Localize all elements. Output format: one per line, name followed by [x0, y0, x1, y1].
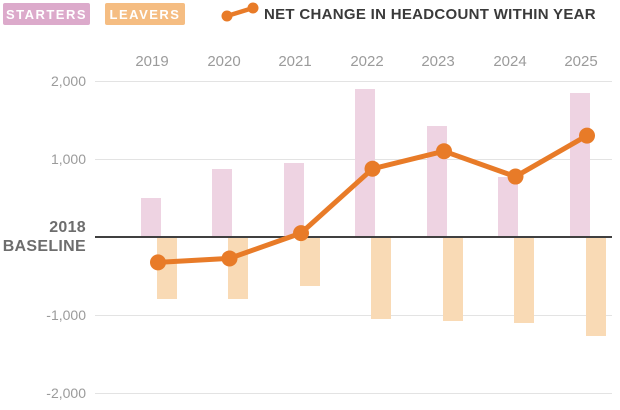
leavers-bar-2023 [443, 238, 463, 321]
starters-bar-2024 [498, 177, 518, 237]
legend-starters-badge: STARTERS [3, 3, 90, 25]
baseline-line [95, 236, 612, 238]
gridline-1000 [95, 159, 612, 160]
x-tick-label-2024: 2024 [493, 53, 527, 70]
leavers-bar-2025 [586, 238, 606, 336]
y-tick-label: 1,000 [50, 151, 86, 167]
leavers-bar-2019 [157, 238, 177, 299]
gridline--1000 [95, 315, 612, 316]
baseline-label: 2018 BASELINE [0, 218, 86, 256]
x-tick-label-2022: 2022 [350, 53, 384, 70]
gridline-2000 [95, 81, 612, 82]
starters-bar-2023 [427, 126, 447, 237]
leavers-bar-2020 [228, 238, 248, 299]
y-tick-label: -1,000 [46, 307, 86, 323]
baseline-label-text: BASELINE [2, 238, 86, 255]
x-tick-label-2021: 2021 [278, 53, 312, 70]
x-tick-label-2025: 2025 [564, 53, 598, 70]
baseline-label-year: 2018 [49, 219, 86, 236]
leavers-bar-2024 [514, 238, 534, 323]
starters-bar-2019 [141, 198, 161, 237]
legend-leavers-badge: LEAVERS [105, 3, 185, 25]
net-change-line-icon [221, 2, 259, 22]
starters-bar-2025 [570, 93, 590, 237]
starters-bar-2022 [355, 89, 375, 237]
leavers-bar-2022 [371, 238, 391, 319]
y-tick-label: -2,000 [46, 385, 86, 401]
x-tick-label-2023: 2023 [421, 53, 455, 70]
leavers-bar-2021 [300, 238, 320, 286]
x-tick-label-2019: 2019 [135, 53, 169, 70]
starters-bar-2020 [212, 169, 232, 237]
y-tick-label: 2,000 [50, 73, 86, 89]
x-tick-label-2020: 2020 [207, 53, 241, 70]
starters-bar-2021 [284, 163, 304, 237]
gridline--2000 [95, 393, 612, 394]
legend-net-change-label: NET CHANGE IN HEADCOUNT WITHIN YEAR [264, 6, 596, 23]
